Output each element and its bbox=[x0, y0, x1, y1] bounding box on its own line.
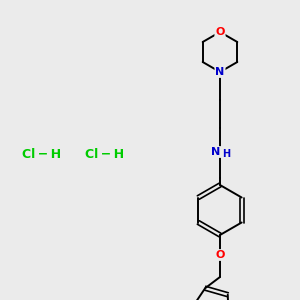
Text: H: H bbox=[222, 149, 230, 159]
Text: N: N bbox=[212, 147, 220, 157]
Text: O: O bbox=[215, 250, 225, 260]
Text: Cl − H: Cl − H bbox=[22, 148, 62, 161]
Text: Cl − H: Cl − H bbox=[85, 148, 124, 161]
Text: N: N bbox=[215, 67, 225, 77]
Text: O: O bbox=[215, 27, 225, 37]
